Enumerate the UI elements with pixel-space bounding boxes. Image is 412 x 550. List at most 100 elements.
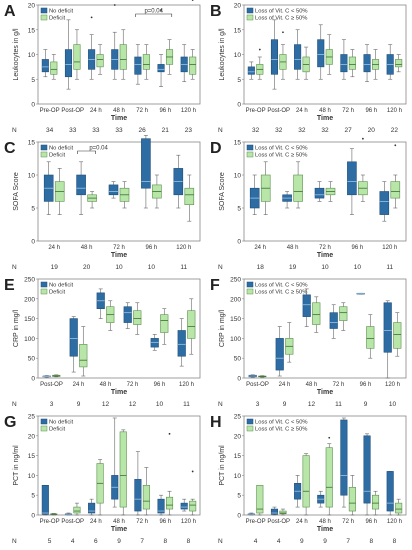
n-row-label: N xyxy=(218,264,223,271)
n-value: 32 xyxy=(298,127,306,134)
x-tick-label: 120 h xyxy=(176,245,191,251)
box-series1 xyxy=(64,49,73,78)
n-row-label: N xyxy=(12,264,17,271)
x-tick-label: 72 h xyxy=(319,245,331,251)
n-value: 10 xyxy=(354,264,362,271)
panel-D: 0 5 10 15 SOFA Score 24 h 48 h 72 h 96 h 120 h Tim… xyxy=(210,137,407,271)
legend-swatch xyxy=(40,144,48,151)
box-series2 xyxy=(348,56,356,70)
n-value: 9 xyxy=(323,538,327,545)
x-tick-label: Pre-OP xyxy=(40,108,60,114)
x-tick-label: 120 h xyxy=(181,108,196,114)
y-axis-label: Leukocytes in g/l xyxy=(13,28,20,81)
y-axis-label: SOFA Score xyxy=(13,172,20,211)
n-value: 8 xyxy=(369,538,373,545)
x-tick-label: 24 h xyxy=(90,108,102,114)
y-tick-label: 15 xyxy=(234,140,242,147)
x-tick-label: 72 h xyxy=(127,382,139,388)
n-value: 22 xyxy=(391,127,399,134)
x-tick-label: Post-OP xyxy=(246,382,269,388)
n-value: 33 xyxy=(115,127,123,134)
p-value-label: p=0.04 xyxy=(144,9,163,15)
n-value: 9 xyxy=(117,538,121,545)
x-axis-label: Time xyxy=(111,389,127,396)
x-tick-label: Pre-OP xyxy=(246,519,266,525)
x-tick-label: 96 h xyxy=(365,519,377,525)
x-axis-label: Time xyxy=(111,115,127,122)
n-value: 9 xyxy=(364,401,368,408)
box-series2 xyxy=(165,496,174,510)
x-tick-label: 120 h xyxy=(181,519,196,525)
legend-swatch xyxy=(40,288,48,295)
plot-frame xyxy=(243,141,407,242)
x-tick-label: 72 h xyxy=(136,519,148,525)
y-tick-label: 15 xyxy=(28,27,36,34)
y-tick-label: 200 xyxy=(230,296,241,303)
n-row-label: N xyxy=(12,127,17,134)
n-value: 33 xyxy=(69,127,77,134)
n-value: 8 xyxy=(393,538,397,545)
x-tick-label: 120 h xyxy=(387,108,402,114)
n-value: 9 xyxy=(283,401,287,408)
n-value: 7 xyxy=(346,538,350,545)
outlier-point xyxy=(113,4,116,6)
outlier-point xyxy=(362,137,364,140)
box-series1 xyxy=(157,64,165,73)
box-series2 xyxy=(279,510,287,515)
box-series2 xyxy=(393,322,402,349)
box-series1 xyxy=(69,318,78,357)
box-series2 xyxy=(142,54,150,70)
legend-swatch xyxy=(246,425,254,432)
panel-letter: D xyxy=(210,140,222,157)
x-tick-label: 48 h xyxy=(287,245,299,251)
x-tick-label: 48 h xyxy=(306,382,318,388)
legend-label: Loss of Vit. C < 50% xyxy=(255,9,308,15)
legend-label: Loss of Vit. C ≥ 50% xyxy=(255,290,307,296)
n-value: 34 xyxy=(46,127,54,134)
y-axis-label: PCT in ng/ml xyxy=(219,445,226,486)
legend-swatch xyxy=(246,151,254,158)
n-value: 20 xyxy=(83,264,91,271)
box-series1 xyxy=(123,306,132,323)
legend-swatch xyxy=(246,288,254,295)
box-series1 xyxy=(270,39,279,75)
box-series1 xyxy=(314,187,325,199)
x-tick-label: 120 h xyxy=(385,382,400,388)
n-value: 10 xyxy=(321,264,329,271)
significance-bracket xyxy=(77,150,96,154)
x-tick-label: Post-OP xyxy=(267,108,290,114)
y-tick-label: 20 xyxy=(234,3,242,10)
n-row-label: N xyxy=(12,538,17,545)
y-tick-label: 20 xyxy=(28,433,36,440)
x-axis-label: Time xyxy=(317,389,333,396)
legend-swatch xyxy=(246,7,254,14)
panel-H: 0 5 10 15 20 25 PCT in ng/ml Pre-OP Post-OP 24 h 4… xyxy=(210,414,407,545)
box-series2 xyxy=(312,302,321,325)
box-series2 xyxy=(325,447,333,508)
x-tick-label: 96 h xyxy=(154,382,166,388)
legend-label: No deficit xyxy=(49,283,74,289)
legend-swatch xyxy=(40,151,48,158)
x-tick-label: Post-OP xyxy=(40,382,63,388)
y-tick-label: 5 xyxy=(31,77,35,84)
x-tick-label: 48 h xyxy=(100,382,112,388)
n-value: 11 xyxy=(180,264,187,271)
y-axis-label: Leukocytes in g/l xyxy=(219,28,226,81)
n-value: 33 xyxy=(92,127,100,134)
box-series1 xyxy=(340,419,348,496)
box-series2 xyxy=(50,61,58,75)
box-series1 xyxy=(134,56,142,75)
y-tick-label: 0 xyxy=(237,513,241,520)
legend-swatch xyxy=(40,425,48,432)
n-value: 19 xyxy=(289,264,297,271)
box-series2 xyxy=(184,187,195,206)
legend-label: Deficit xyxy=(49,427,65,433)
outlier-point xyxy=(168,432,171,435)
panel-E: 0 50 100 150 200 250 CRP in mg/l Post-OP 24 h 48 … xyxy=(4,277,201,408)
x-tick-label: 120 h xyxy=(382,245,397,251)
p-value-label: p=0.04 xyxy=(89,146,108,152)
n-value: 10 xyxy=(148,264,156,271)
legend-swatch xyxy=(40,14,48,21)
plot-frame xyxy=(37,278,201,379)
y-tick-label: 10 xyxy=(28,473,36,480)
